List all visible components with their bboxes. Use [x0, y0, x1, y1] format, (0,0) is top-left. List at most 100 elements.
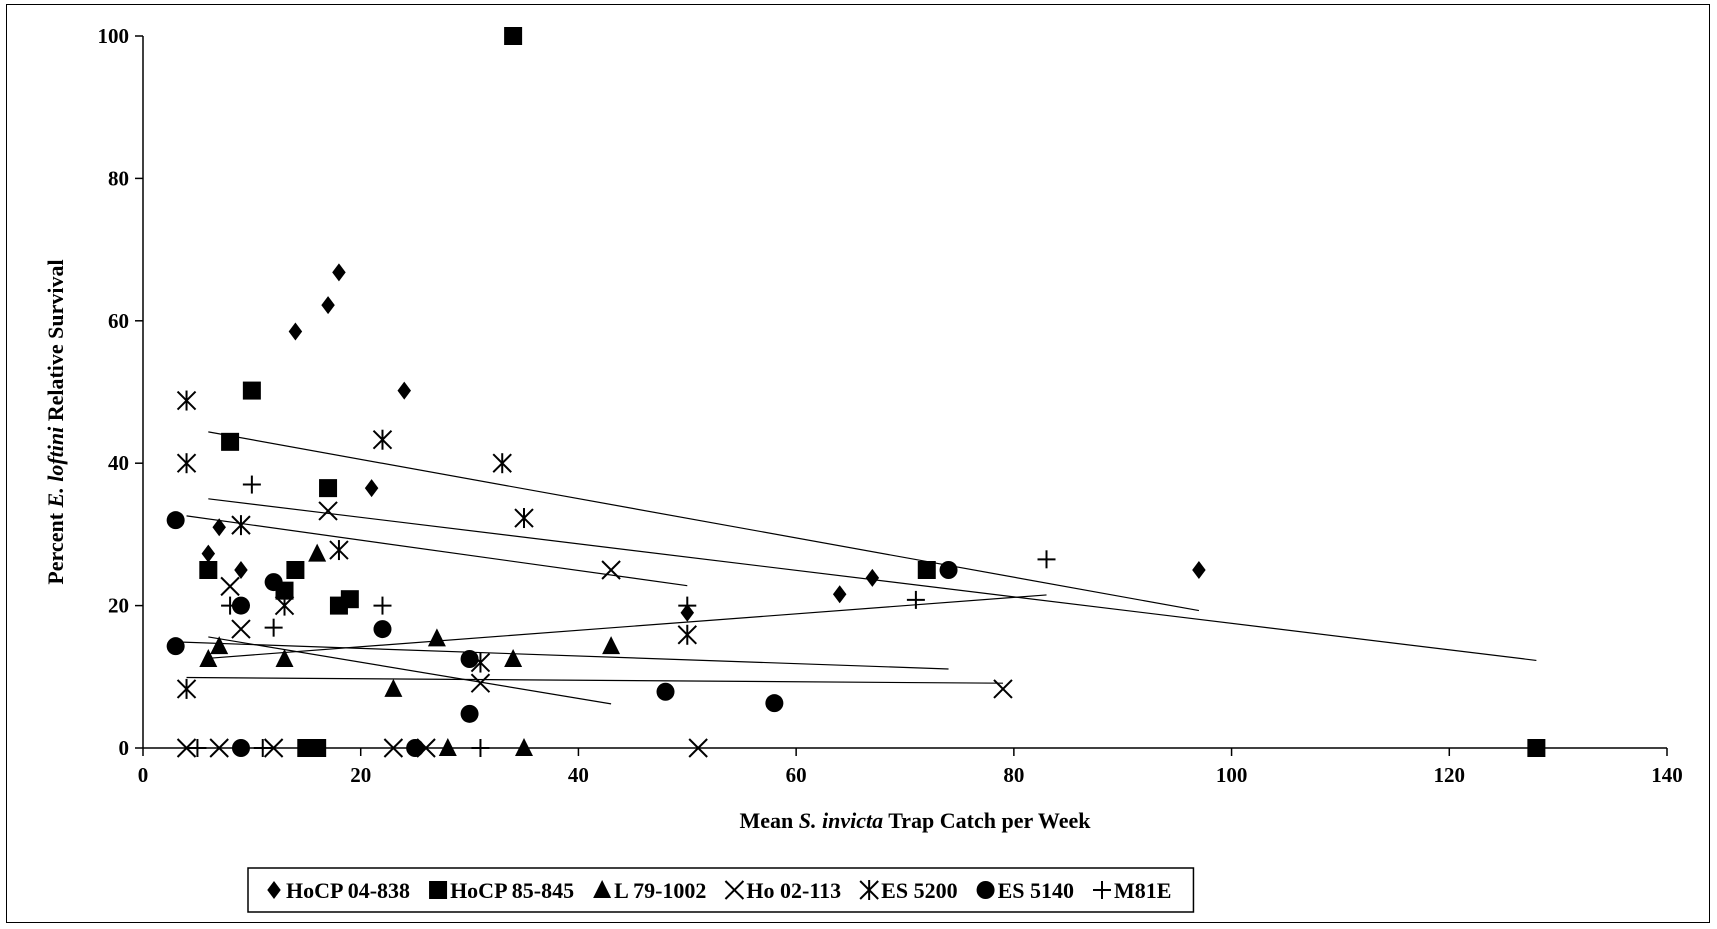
- data-point: [176, 453, 197, 474]
- data-point: [492, 453, 512, 474]
- y-axis-title-part: Relative Survival: [43, 259, 68, 426]
- data-point: [332, 263, 346, 282]
- legend-item: Ho 02-113: [724, 878, 841, 903]
- trendline: [186, 515, 688, 587]
- legend-item: L 79-1002: [593, 878, 706, 903]
- data-point: [199, 561, 218, 579]
- legend-marker: [267, 881, 281, 899]
- data-point: [460, 650, 479, 668]
- data-point: [188, 739, 207, 757]
- data-point: [166, 511, 185, 530]
- data-point: [515, 738, 533, 756]
- y-tick-label: 20: [108, 594, 129, 618]
- x-axis-title-part: Mean: [740, 808, 799, 833]
- data-point: [1527, 739, 1546, 757]
- legend-item: ES 5140: [976, 878, 1074, 903]
- data-point: [939, 561, 958, 579]
- y-ticks: 0 20 40 60 80 100: [98, 24, 143, 760]
- x-tick-label: 80: [1003, 763, 1024, 787]
- data-point: [602, 636, 621, 655]
- data-point: [765, 694, 784, 713]
- data-point: [263, 738, 284, 758]
- data-point: [308, 543, 327, 562]
- legend-marker: [859, 880, 879, 900]
- data-point: [406, 739, 425, 757]
- data-point: [471, 739, 490, 757]
- data-points: [166, 27, 1546, 758]
- trendlines: [175, 431, 1537, 705]
- data-point: [384, 678, 403, 697]
- legend-marker: [1093, 881, 1111, 899]
- x-tick-label: 20: [350, 763, 371, 787]
- x-tick-label: 40: [568, 763, 589, 787]
- y-tick-label: 0: [119, 736, 130, 760]
- data-point: [677, 624, 697, 645]
- legend-item: M81E: [1093, 878, 1171, 903]
- legend-marker: [976, 881, 995, 899]
- y-tick-label: 60: [108, 309, 129, 333]
- data-point: [264, 573, 283, 592]
- data-point: [210, 636, 229, 655]
- data-point: [212, 518, 226, 537]
- data-point: [176, 738, 197, 758]
- data-point: [199, 649, 218, 667]
- data-point: [383, 738, 404, 758]
- y-axis-title-part: Percent: [43, 507, 68, 584]
- data-point: [656, 682, 675, 701]
- data-point: [274, 595, 295, 616]
- trendline: [208, 431, 1200, 612]
- y-axis-title: Percent E. loftini Relative Survival: [43, 259, 68, 584]
- trendline: [208, 636, 612, 705]
- data-point: [209, 738, 229, 758]
- data-point: [329, 540, 349, 561]
- data-point: [993, 679, 1013, 699]
- data-point: [601, 560, 621, 580]
- legend-marker: [429, 881, 448, 899]
- data-point: [253, 739, 272, 757]
- legend-label: ES 5140: [998, 878, 1074, 903]
- data-point: [1037, 550, 1056, 569]
- legend-label: ES 5200: [881, 878, 957, 903]
- x-axis-title-part: Trap Catch per Week: [883, 808, 1091, 833]
- x-ticks: 0 20 40 60 80 100 120 140: [138, 748, 1683, 787]
- legend-item: HoCP 85-845: [429, 878, 574, 903]
- data-point: [372, 429, 393, 450]
- data-point: [231, 515, 251, 536]
- legend-items: HoCP 04-838 HoCP 85-845 L 79-1002 Ho 02-113…: [267, 878, 1171, 903]
- data-point: [242, 381, 261, 400]
- x-axis-title: Mean S. invicta Trap Catch per Week: [740, 808, 1092, 833]
- legend-label: Ho 02-113: [746, 878, 841, 903]
- data-point: [231, 619, 251, 639]
- data-point: [221, 596, 240, 615]
- legend-marker: [724, 880, 745, 900]
- data-point: [231, 596, 250, 615]
- data-point: [234, 561, 248, 579]
- x-tick-label: 100: [1216, 763, 1248, 787]
- data-point: [832, 585, 847, 604]
- legend-marker: [593, 880, 612, 898]
- x-tick-label: 140: [1651, 763, 1683, 787]
- legend-label: HoCP 85-845: [450, 878, 574, 903]
- y-tick-label: 100: [98, 24, 130, 48]
- data-point: [504, 27, 523, 45]
- data-point: [427, 628, 446, 647]
- data-point: [176, 390, 197, 411]
- y-tick-label: 40: [108, 451, 129, 475]
- chart-frame: [6, 4, 1710, 923]
- data-point: [166, 637, 185, 656]
- data-point: [865, 568, 880, 587]
- x-tick-label: 0: [138, 763, 149, 787]
- data-point: [678, 596, 697, 615]
- data-point: [231, 739, 250, 757]
- legend-label: L 79-1002: [614, 878, 706, 903]
- data-point: [373, 620, 392, 639]
- data-point: [201, 544, 216, 563]
- legend: HoCP 04-838 HoCP 85-845 L 79-1002 Ho 02-113…: [247, 867, 1195, 913]
- data-point: [288, 322, 303, 341]
- data-point: [1192, 561, 1206, 579]
- y-tick-label: 80: [108, 166, 129, 190]
- legend-box: [247, 867, 1195, 913]
- data-point: [176, 678, 197, 699]
- data-point: [321, 296, 335, 315]
